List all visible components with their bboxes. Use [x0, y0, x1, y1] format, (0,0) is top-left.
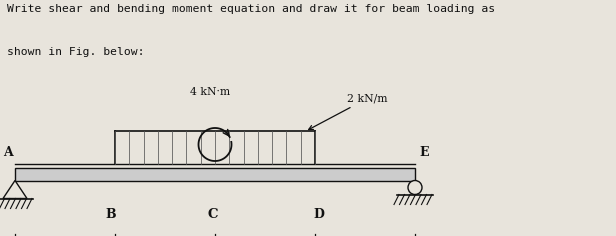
Circle shape: [408, 181, 422, 194]
Text: shown in Fig. below:: shown in Fig. below:: [7, 47, 145, 57]
Text: 4 kN·m: 4 kN·m: [190, 88, 230, 97]
Bar: [15, 168, 415, 181]
Polygon shape: [3, 181, 27, 198]
Text: 2 kN/m: 2 kN/m: [309, 93, 387, 130]
Text: B: B: [106, 208, 116, 222]
Text: C: C: [208, 208, 218, 222]
Text: D: D: [314, 208, 325, 222]
Text: A: A: [3, 147, 13, 160]
Text: Write shear and bending moment equation and draw it for beam loading as: Write shear and bending moment equation …: [7, 4, 495, 13]
Text: E: E: [419, 147, 429, 160]
